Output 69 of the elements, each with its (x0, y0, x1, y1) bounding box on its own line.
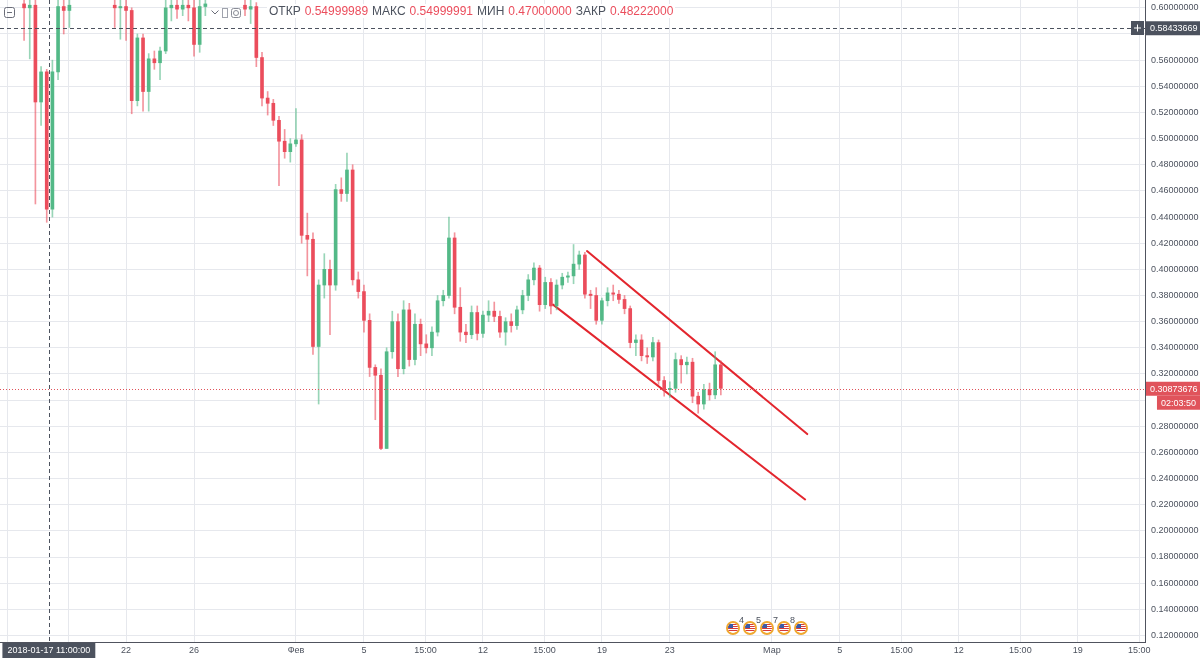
candlestick (645, 347, 650, 364)
candlestick (634, 334, 638, 356)
y-tick-label: 0.50000000 (1151, 133, 1199, 144)
candlestick (175, 0, 179, 19)
candlestick (509, 313, 514, 333)
candlestick (124, 0, 128, 41)
x-tick-label: Мар (763, 644, 781, 655)
y-tick-label: 0.48000000 (1151, 159, 1199, 170)
y-tick-label: 0.60000000 (1151, 2, 1199, 13)
x-tick-label: 5 (837, 644, 843, 655)
x-tick-label: 12 (477, 644, 488, 655)
y-tick-label: 0.38000000 (1151, 289, 1199, 300)
candlestick (373, 364, 378, 421)
y-tick-label: 0.54000000 (1151, 80, 1199, 91)
y-tick-label: 0.34000000 (1151, 342, 1199, 353)
x-tick-label: 22 (121, 644, 132, 655)
candlestick (61, 0, 66, 35)
annotation: 8 (790, 615, 796, 625)
x-tick-label: 19 (596, 644, 607, 655)
x-tick-label: 15:00 (890, 644, 913, 655)
annotation: 4 (739, 615, 745, 625)
x-tick-label: 23 (664, 644, 675, 655)
candlestick (668, 381, 672, 398)
y-tick-label: 0.36000000 (1151, 316, 1199, 327)
y-tick-label: 0.52000000 (1151, 106, 1199, 117)
annotation: 7 (773, 615, 779, 625)
chart-subtitle: ОТКР 0.54999989 МАКС 0.54999991 МИН 0.47000000 ЗАКР 0.48222000 (269, 4, 674, 18)
y-tick-label: 0.16000000 (1151, 577, 1199, 588)
y-tick-label: 0.18000000 (1151, 551, 1199, 562)
y-tick-label: 0.40000000 (1151, 263, 1199, 274)
ref-line-label: 0.30873676 (1150, 383, 1198, 394)
x-tick-label: 15:00 (533, 644, 556, 655)
candlestick (685, 356, 689, 375)
candlestick (305, 212, 310, 277)
candlestick (294, 108, 298, 147)
x-tick-label: 5 (361, 644, 367, 655)
x-tick-label: 26 (189, 644, 200, 655)
y-tick-label: 0.12000000 (1151, 629, 1199, 640)
candlestick (611, 284, 616, 302)
y-tick-label: 0.56000000 (1151, 54, 1199, 65)
candlestick (112, 0, 117, 28)
x-tick-label: 15:00 (1128, 644, 1151, 655)
x-tick-label: 12 (953, 644, 964, 655)
y-tick-label: 0.22000000 (1151, 499, 1199, 510)
x-tick-label: 15:00 (1009, 644, 1032, 655)
x-tick-label: 15:00 (414, 644, 437, 655)
y-tick-label: 0.44000000 (1151, 211, 1199, 222)
candlestick (22, 0, 26, 41)
y-tick-label: 0.32000000 (1151, 368, 1199, 379)
candlestick (566, 271, 570, 283)
y-tick-label: 0.42000000 (1151, 237, 1199, 248)
x-tick-label: 19 (1072, 644, 1083, 655)
y-tick-label: 0.28000000 (1151, 420, 1199, 431)
ref-line-label: 0.58433669 (1150, 23, 1198, 34)
x-tick-label: Фев (287, 644, 305, 655)
candlestick (339, 177, 344, 202)
candlestick (328, 259, 332, 336)
y-tick-label: 0.26000000 (1151, 446, 1199, 457)
y-tick-label: 0.46000000 (1151, 185, 1199, 196)
ref-line-label: 2018-01-17 11:00:00 (7, 644, 91, 655)
candlestick (464, 323, 468, 343)
y-tick-label: 0.24000000 (1151, 473, 1199, 484)
candlestick (27, 0, 32, 60)
candlestick (679, 355, 684, 384)
text: 02:03:50 (1160, 397, 1197, 408)
y-tick-label: 0.20000000 (1151, 525, 1199, 536)
annotation: 5 (756, 615, 762, 625)
y-tick-label: 0.14000000 (1151, 603, 1199, 614)
candlestick (424, 334, 429, 354)
